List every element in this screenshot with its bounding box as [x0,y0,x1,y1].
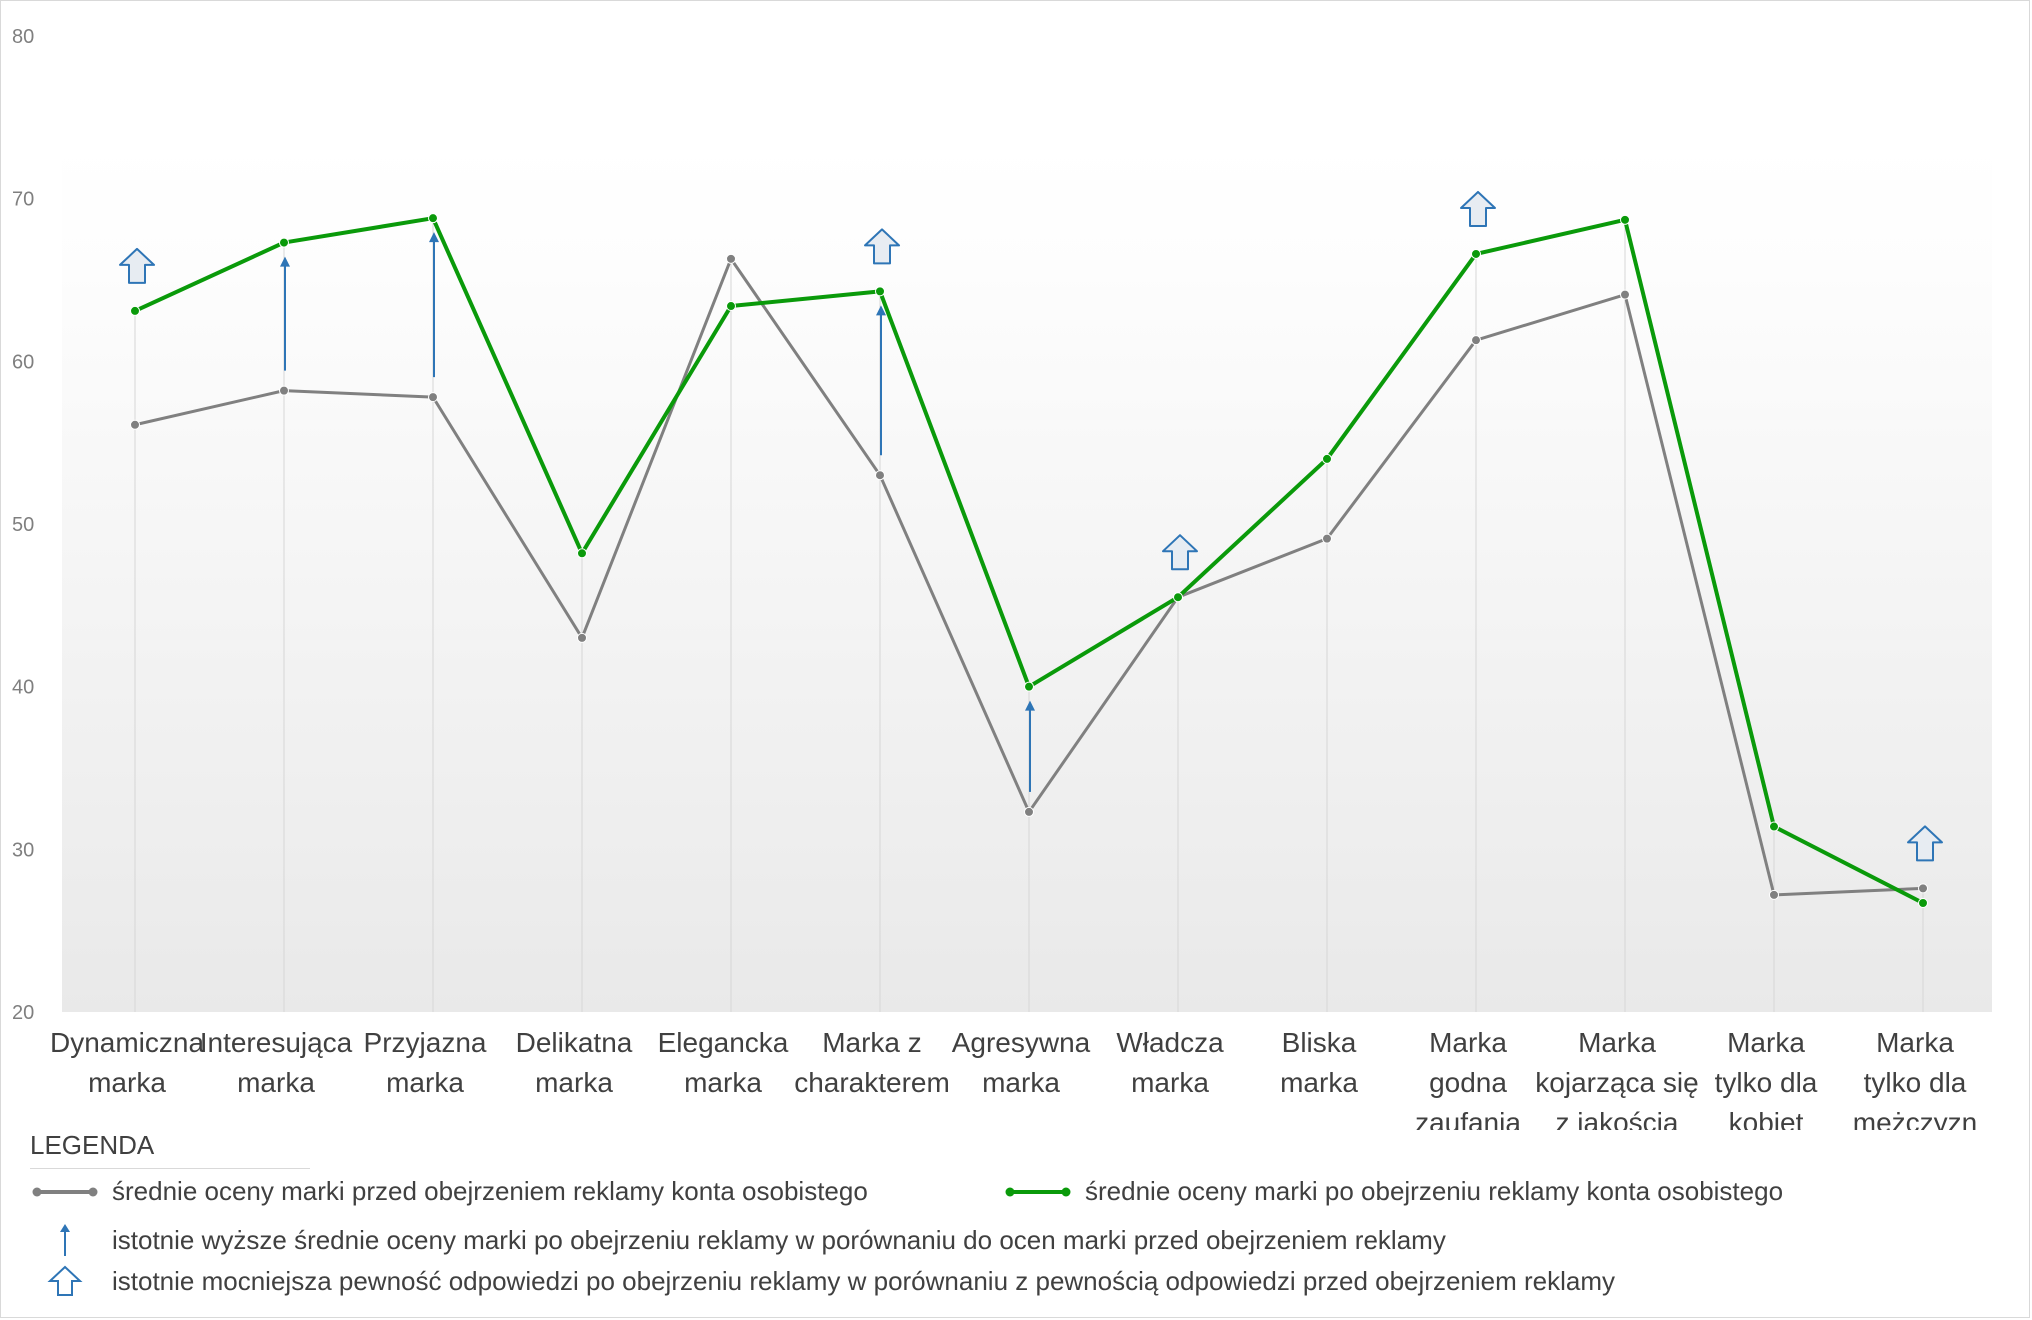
category-label: Dynamiczna marka [50,1027,204,1098]
line-chart: 20 30 40 50 60 70 80 Dynamiczna markaInteresują… [12,26,1992,1130]
certainty-block-arrow [119,247,155,284]
point-before [428,392,438,403]
y-tick-label: 50 [12,514,34,536]
category-label: Elegancka marka [658,1027,789,1098]
category-label: Przyjazna marka [364,1027,487,1098]
point-after [1173,592,1183,603]
category-label: Marka tylko dla mężczyzn [1853,1027,1977,1130]
y-tick-label: 30 [12,839,34,861]
category-label: Agresywna marka [952,1027,1091,1098]
category-label: Bliska marka [1280,1027,1358,1098]
category-label: Marka tylko dla kobiet [1715,1027,1818,1130]
significance-thin-arrowhead [280,256,290,267]
point-before [1322,533,1332,544]
legend-label-before: średnie oceny marki przed obejrzeniem re… [112,1176,868,1206]
legend-item-after: średnie oceny marki po obejrzeniu reklam… [1003,1176,1783,1207]
point-before [875,470,885,481]
category-label: Marka z charakterem [794,1027,950,1098]
point-after [726,301,736,312]
legend-label-after: średnie oceny marki po obejrzeniu reklam… [1085,1176,1784,1206]
point-after [279,237,289,248]
point-after [130,305,140,316]
category-label: Delikatna marka [516,1027,633,1098]
point-after [1024,681,1034,692]
thin-arrow-icon [60,1224,70,1256]
certainty-block-arrow [1460,190,1496,227]
point-before [1024,806,1034,817]
point-before [726,253,736,264]
y-tick-label: 40 [12,677,34,699]
legend-title: LEGENDA [30,1130,155,1160]
legend-item-thin-arrow: istotnie wyższe średnie oceny marki po o… [30,1222,1446,1258]
category-label: Marka godna zaufania [1415,1027,1521,1130]
point-after [1322,453,1332,464]
y-tick-label: 80 [12,26,34,48]
legend-item-before: średnie oceny marki przed obejrzeniem re… [30,1176,868,1207]
legend-item-block-arrow: istotnie mocniejsza pewność odpowiedzi p… [30,1264,1615,1298]
significance-thin-arrowhead [1025,700,1035,711]
plot-background [62,140,1992,1012]
y-tick-label: 70 [12,189,34,211]
point-before [1918,883,1928,894]
block-arrow-icon [47,1265,83,1296]
legend-label-thin-arrow: istotnie wyższe średnie oceny marki po o… [112,1224,1446,1255]
point-after [428,213,438,224]
certainty-block-arrow [1162,534,1198,571]
category-label: Interesująca marka [200,1027,353,1098]
point-after [577,548,587,559]
category-label: Władcza marka [1116,1027,1224,1098]
certainty-block-arrow [864,228,900,265]
point-after [1471,248,1481,259]
point-before [1620,289,1630,300]
point-before [577,632,587,643]
certainty-block-arrow [1907,825,1943,862]
point-before [279,385,289,396]
legend-green-line-symbol [1005,1187,1071,1196]
y-tick-label: 60 [12,351,34,373]
point-after [1769,821,1779,832]
point-before [1769,889,1779,900]
point-after [875,286,885,297]
category-label: Marka kojarząca się z jakością [1535,1027,1698,1130]
significance-thin-arrowhead [876,305,886,316]
point-after [1620,214,1630,225]
legend-gray-line-symbol [32,1187,98,1196]
point-after [1918,898,1928,909]
legend: LEGENDA średnie oceny marki przed obejrz… [0,1126,2032,1316]
point-before [130,419,140,430]
legend-title-underline [30,1168,310,1169]
legend-label-block-arrow: istotnie mocniejsza pewność odpowiedzi p… [112,1265,1615,1296]
significance-thin-arrowhead [429,232,439,243]
point-before [1471,335,1481,346]
y-tick-label: 20 [12,1002,34,1024]
